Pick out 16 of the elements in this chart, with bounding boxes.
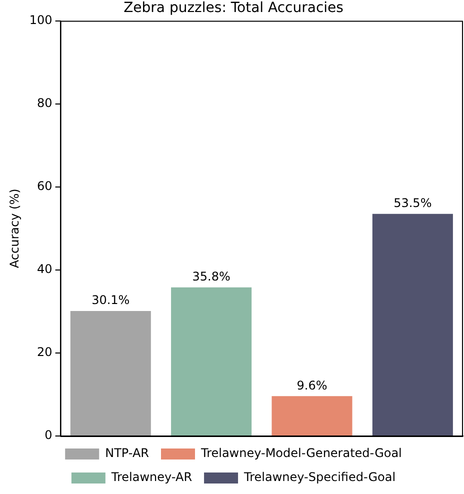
y-tick-label: 20: [37, 345, 52, 360]
data-label: 9.6%: [296, 378, 328, 392]
y-tick-label: 60: [37, 179, 52, 194]
legend-label: Trelawney-AR: [110, 470, 192, 484]
data-label: 35.8%: [192, 269, 230, 284]
data-label: 30.1%: [92, 293, 130, 308]
y-tick-label: 80: [37, 96, 52, 110]
chart-title: Zebra puzzles: Total Accuracies: [124, 0, 344, 16]
y-tick-label: 100: [29, 12, 52, 27]
legend-label: Trelawney-Model-Generated-Goal: [200, 446, 402, 460]
legend-label: Trelawney-Specified-Goal: [243, 470, 396, 484]
y-tick-label: 0: [44, 428, 52, 442]
y-axis-title: Accuracy (%): [7, 188, 22, 268]
data-label: 53.5%: [394, 196, 432, 210]
y-tick-label: 40: [37, 262, 52, 276]
legend-label: NTP-AR: [105, 446, 150, 460]
